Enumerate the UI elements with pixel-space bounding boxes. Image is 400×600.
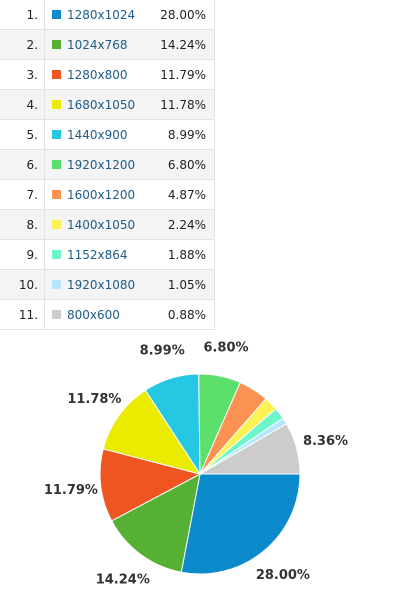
resolution-pie-chart-container: 28.00% 14.24% 11.79% 11.78% 8.99% 6.80% 8.36% [0, 340, 400, 600]
row-percentage: 0.88% [150, 299, 215, 330]
pie-slice[interactable] [110, 473, 201, 573]
row-resolution-cell: 1024x768 [44, 29, 151, 60]
resolution-link[interactable]: 1280x1024 [67, 7, 136, 22]
color-swatch [52, 309, 61, 319]
row-resolution-cell: 1280x800 [44, 59, 151, 90]
color-swatch [52, 249, 61, 259]
pie-slices [99, 373, 301, 575]
table-row: 1. 1280x1024 28.00% [0, 0, 215, 30]
color-swatch [52, 189, 61, 199]
row-resolution-cell: 1600x1200 [44, 179, 151, 210]
pie-slice[interactable] [99, 448, 202, 522]
color-swatch [52, 99, 61, 109]
pie-slice[interactable] [180, 473, 301, 575]
resolution-link[interactable]: 1920x1200 [67, 157, 136, 172]
resolution-link[interactable]: 1440x900 [67, 127, 128, 142]
pie-slice-label: 6.80% [203, 341, 248, 356]
row-percentage: 4.87% [150, 179, 215, 210]
color-swatch [52, 39, 61, 49]
row-rank: 5. [0, 119, 45, 150]
row-rank: 9. [0, 239, 45, 270]
row-resolution-cell: 1280x1024 [44, 0, 151, 30]
row-percentage: 6.80% [150, 149, 215, 180]
row-rank: 2. [0, 29, 45, 60]
table-row: 7. 1600x1200 4.87% [0, 179, 215, 210]
row-percentage: 11.78% [150, 89, 215, 120]
row-rank: 6. [0, 149, 45, 180]
row-percentage: 1.05% [150, 269, 215, 300]
resolution-link[interactable]: 1920x1080 [67, 277, 136, 292]
row-rank: 4. [0, 89, 45, 120]
pie-slice-label: 11.79% [44, 483, 98, 498]
row-rank: 7. [0, 179, 45, 210]
table-row: 3. 1280x800 11.79% [0, 59, 215, 90]
table-row: 10. 1920x1080 1.05% [0, 269, 215, 300]
color-swatch [52, 159, 61, 169]
table-row: 6. 1920x1200 6.80% [0, 149, 215, 180]
resolution-link[interactable]: 1600x1200 [67, 187, 136, 202]
table-row: 9. 1152x864 1.88% [0, 239, 215, 270]
pie-slice-label: 8.99% [140, 344, 185, 359]
resolution-link[interactable]: 1152x864 [67, 247, 128, 262]
row-rank: 10. [0, 269, 45, 300]
pie-slice[interactable] [102, 389, 202, 475]
row-resolution-cell: 1400x1050 [44, 209, 151, 240]
row-rank: 11. [0, 299, 45, 330]
color-swatch [52, 279, 61, 289]
row-resolution-cell: 800x600 [44, 299, 151, 330]
resolution-link[interactable]: 1024x768 [67, 37, 128, 52]
color-swatch [52, 219, 61, 229]
resolution-table: 1. 1280x1024 28.00% 2. 1024x768 14.24% 3. 1280x… [0, 0, 215, 330]
table-row: 5. 1440x900 8.99% [0, 119, 215, 150]
pie-slice[interactable] [198, 423, 301, 475]
row-percentage: 11.79% [150, 59, 215, 90]
row-resolution-cell: 1440x900 [44, 119, 151, 150]
row-resolution-cell: 1152x864 [44, 239, 151, 270]
resolution-table-body: 1. 1280x1024 28.00% 2. 1024x768 14.24% 3. 1280x… [0, 0, 215, 330]
row-percentage: 1.88% [150, 239, 215, 270]
table-row: 11. 800x600 0.88% [0, 299, 215, 330]
resolution-link[interactable]: 1400x1050 [67, 217, 136, 232]
row-rank: 3. [0, 59, 45, 90]
row-percentage: 28.00% [150, 0, 215, 30]
resolution-pie-chart: 28.00% 14.24% 11.79% 11.78% 8.99% 6.80% 8.36% [44, 341, 348, 588]
row-resolution-cell: 1920x1080 [44, 269, 151, 300]
pie-slice-label: 28.00% [256, 568, 310, 583]
color-swatch [52, 69, 61, 79]
table-row: 8. 1400x1050 2.24% [0, 209, 215, 240]
row-percentage: 2.24% [150, 209, 215, 240]
resolution-link[interactable]: 1280x800 [67, 67, 128, 82]
pie-slice-label: 8.36% [303, 434, 348, 449]
pie-slice-label: 14.24% [96, 573, 150, 588]
table-row: 2. 1024x768 14.24% [0, 29, 215, 60]
pie-slice-label: 11.78% [67, 392, 121, 407]
pie-labels: 28.00% 14.24% 11.79% 11.78% 8.99% 6.80% 8.36% [44, 341, 348, 588]
row-rank: 8. [0, 209, 45, 240]
row-resolution-cell: 1920x1200 [44, 149, 151, 180]
row-percentage: 14.24% [150, 29, 215, 60]
table-row: 4. 1680x1050 11.78% [0, 89, 215, 120]
row-percentage: 8.99% [150, 119, 215, 150]
row-resolution-cell: 1680x1050 [44, 89, 151, 120]
color-swatch [52, 9, 61, 19]
resolution-link[interactable]: 800x600 [67, 307, 120, 322]
resolution-link[interactable]: 1680x1050 [67, 97, 136, 112]
color-swatch [52, 129, 61, 139]
row-rank: 1. [0, 0, 45, 30]
